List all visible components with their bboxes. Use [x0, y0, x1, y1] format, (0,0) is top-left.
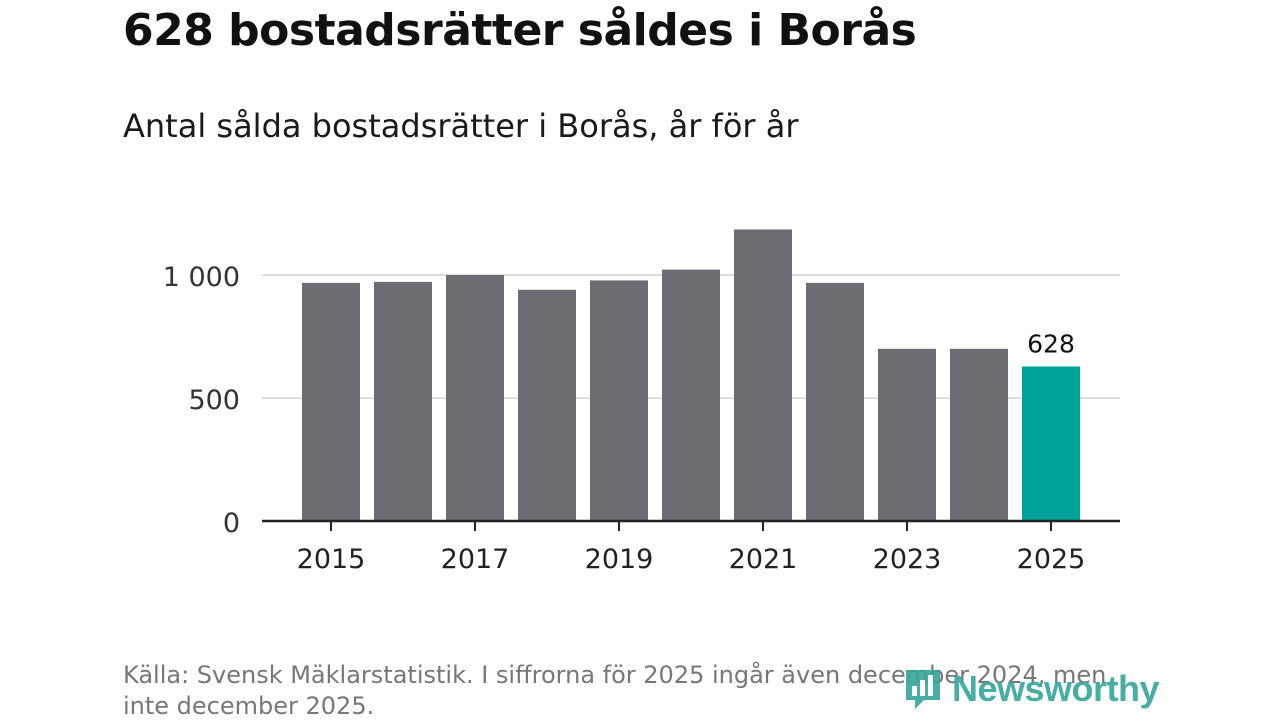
source-note: Källa: Svensk Mäklarstatistik. I siffror…: [123, 661, 1107, 720]
x-tick-label: 2023: [873, 544, 942, 575]
y-tick-label: 1 000: [163, 262, 240, 293]
bar-2020: [662, 269, 720, 521]
bar-2023: [878, 348, 936, 521]
data-label: 628: [1027, 330, 1075, 359]
x-tick-label: 2015: [297, 544, 366, 575]
bar-chart: 0 500 1 000 628 2015 2017 2019 2021 2023 2025: [163, 229, 1120, 575]
bar-2018: [518, 289, 576, 521]
x-tick-label: 2021: [729, 544, 798, 575]
x-tick-label: 2019: [585, 544, 654, 575]
bar-2017: [446, 275, 504, 521]
bar-2019: [590, 280, 648, 521]
bar-2021: [734, 229, 792, 522]
newsworthy-logo-icon: [906, 670, 940, 709]
logo-text: Newsworthy: [952, 668, 1160, 709]
bar-2022: [806, 282, 864, 521]
newsworthy-logo: Newsworthy: [900, 666, 1160, 712]
bar-2024: [950, 348, 1008, 521]
y-tick-label: 500: [188, 385, 240, 416]
bar-2025: [1022, 366, 1080, 521]
chart-subtitle: Antal sålda bostadsrätter i Borås, år fö…: [123, 107, 799, 145]
bar-2016: [374, 281, 432, 521]
chart-title: 628 bostadsrätter såldes i Borås: [123, 5, 917, 56]
bar-2015: [302, 282, 360, 521]
y-tick-label: 0: [223, 508, 240, 539]
x-tick-label: 2017: [441, 544, 510, 575]
x-tick-label: 2025: [1017, 544, 1086, 575]
